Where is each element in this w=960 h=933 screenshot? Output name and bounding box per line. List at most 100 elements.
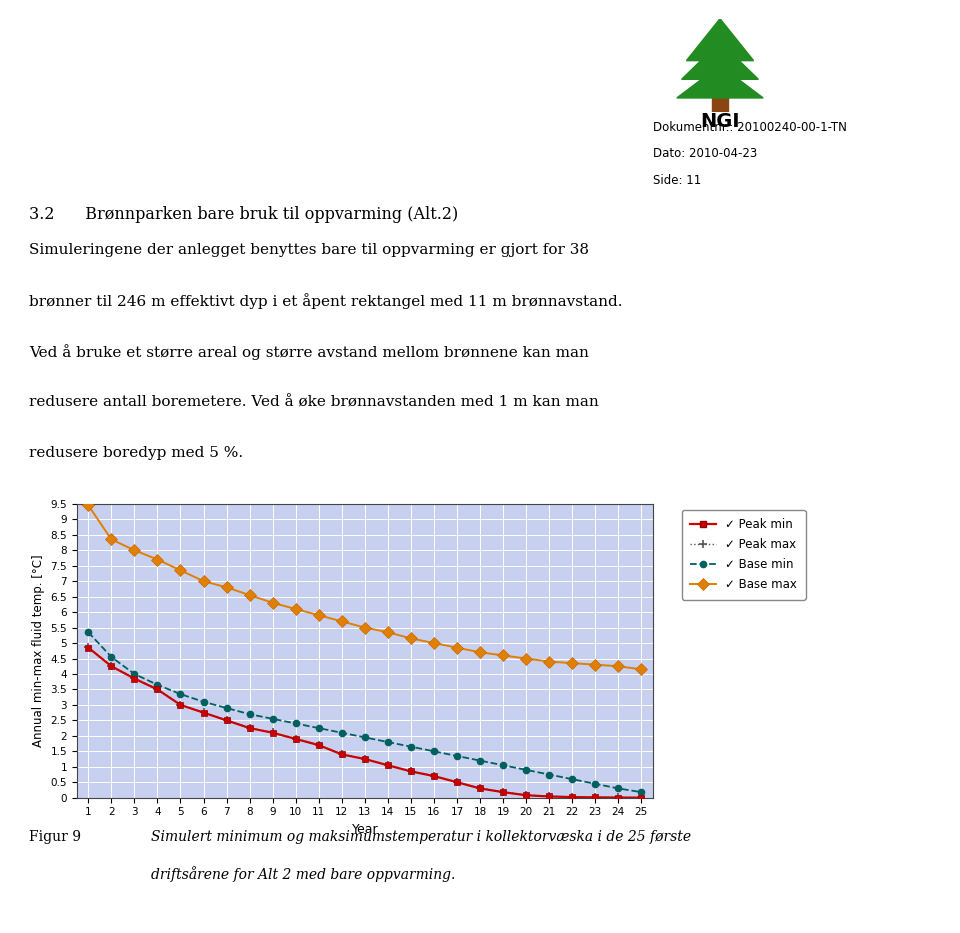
- Text: redusere boredyp med 5 %.: redusere boredyp med 5 %.: [29, 446, 243, 460]
- Line: Base max: Base max: [84, 501, 645, 674]
- Y-axis label: Annual min-max fluid temp. [°C]: Annual min-max fluid temp. [°C]: [32, 554, 45, 747]
- Text: Side: 11: Side: 11: [653, 174, 701, 187]
- Peak max: [175, 699, 186, 710]
- Base max: [336, 616, 348, 627]
- Base min: [543, 769, 555, 780]
- Peak max: [198, 706, 209, 717]
- Peak min: [83, 642, 94, 653]
- Peak min: [290, 733, 301, 745]
- Base min: [336, 727, 348, 738]
- Peak min: [382, 759, 394, 771]
- Base min: [428, 745, 440, 757]
- Base max: [589, 659, 601, 670]
- Peak min: [152, 684, 163, 695]
- Base max: [636, 663, 647, 675]
- Peak min: [106, 661, 117, 672]
- Peak max: [497, 787, 509, 798]
- Peak min: [566, 791, 578, 802]
- Text: Dokumentnr.: 20100240-00-1-TN: Dokumentnr.: 20100240-00-1-TN: [653, 121, 847, 134]
- Text: Figur 9: Figur 9: [29, 830, 81, 844]
- Text: redusere antall boremetere. Ved å øke brønnavstanden med 1 m kan man: redusere antall boremetere. Ved å øke br…: [29, 396, 598, 410]
- Base min: [83, 627, 94, 638]
- Base max: [428, 637, 440, 648]
- Base max: [612, 661, 624, 672]
- Base min: [359, 731, 371, 743]
- Base max: [221, 582, 232, 593]
- Base max: [474, 647, 486, 658]
- Peak max: [566, 791, 578, 802]
- Peak min: [636, 792, 647, 803]
- Text: NGI: NGI: [700, 112, 740, 131]
- Peak min: [336, 749, 348, 760]
- Base min: [152, 679, 163, 690]
- Base max: [566, 658, 578, 669]
- Base max: [520, 653, 532, 664]
- Peak min: [313, 740, 324, 751]
- Peak min: [244, 722, 255, 733]
- Base max: [382, 627, 394, 638]
- Peak min: [405, 766, 417, 777]
- Line: Peak min: Peak min: [84, 644, 645, 801]
- Text: driftsårene for Alt 2 med bare oppvarming.: driftsårene for Alt 2 med bare oppvarmin…: [151, 866, 455, 883]
- Peak max: [106, 661, 117, 672]
- X-axis label: Year: Year: [351, 823, 378, 836]
- Peak min: [221, 715, 232, 726]
- Base min: [612, 783, 624, 794]
- Base min: [221, 703, 232, 714]
- Base min: [636, 787, 647, 798]
- Polygon shape: [686, 19, 754, 61]
- Base max: [106, 534, 117, 545]
- Peak min: [267, 727, 278, 738]
- Base min: [175, 689, 186, 700]
- Base max: [451, 642, 463, 653]
- Base min: [497, 759, 509, 771]
- Peak max: [382, 759, 394, 771]
- Peak max: [152, 684, 163, 695]
- Base max: [313, 609, 324, 620]
- Base max: [497, 649, 509, 661]
- Peak max: [83, 642, 94, 653]
- Base min: [129, 668, 140, 679]
- Peak min: [474, 783, 486, 794]
- Peak min: [359, 754, 371, 765]
- Peak max: [129, 673, 140, 684]
- Peak max: [244, 722, 255, 733]
- Base max: [359, 622, 371, 634]
- Peak max: [474, 783, 486, 794]
- Base min: [520, 764, 532, 775]
- Base max: [543, 656, 555, 667]
- Base min: [566, 773, 578, 785]
- Peak max: [313, 739, 324, 750]
- Base max: [267, 597, 278, 608]
- Base max: [244, 590, 255, 601]
- Base max: [83, 500, 94, 511]
- Text: Dato: 2010-04-23: Dato: 2010-04-23: [653, 147, 757, 160]
- Base max: [129, 545, 140, 556]
- Base max: [405, 633, 417, 644]
- Line: Base min: Base min: [85, 629, 644, 795]
- Peak max: [589, 791, 601, 802]
- Peak min: [543, 791, 555, 802]
- Peak max: [428, 770, 440, 781]
- Peak max: [267, 727, 278, 738]
- Peak max: [636, 792, 647, 803]
- Peak min: [198, 707, 209, 718]
- Base min: [313, 722, 324, 733]
- Bar: [712, 89, 728, 112]
- Peak max: [543, 790, 555, 801]
- Peak min: [175, 700, 186, 711]
- Base min: [451, 750, 463, 761]
- Polygon shape: [677, 65, 763, 98]
- Text: 3.2      Brønnparken bare bruk til oppvarming (Alt.2): 3.2 Brønnparken bare bruk til oppvarming…: [29, 206, 458, 223]
- Peak max: [520, 789, 532, 801]
- Base min: [474, 755, 486, 766]
- Peak max: [612, 792, 624, 803]
- Text: brønner til 246 m effektivt dyp i et åpent rektangel med 11 m brønnavstand.: brønner til 246 m effektivt dyp i et åpe…: [29, 294, 622, 310]
- Base max: [198, 576, 209, 587]
- Base min: [589, 778, 601, 789]
- Base max: [175, 564, 186, 576]
- Peak max: [359, 753, 371, 764]
- Peak max: [405, 765, 417, 776]
- Base min: [198, 696, 209, 707]
- Base min: [106, 651, 117, 662]
